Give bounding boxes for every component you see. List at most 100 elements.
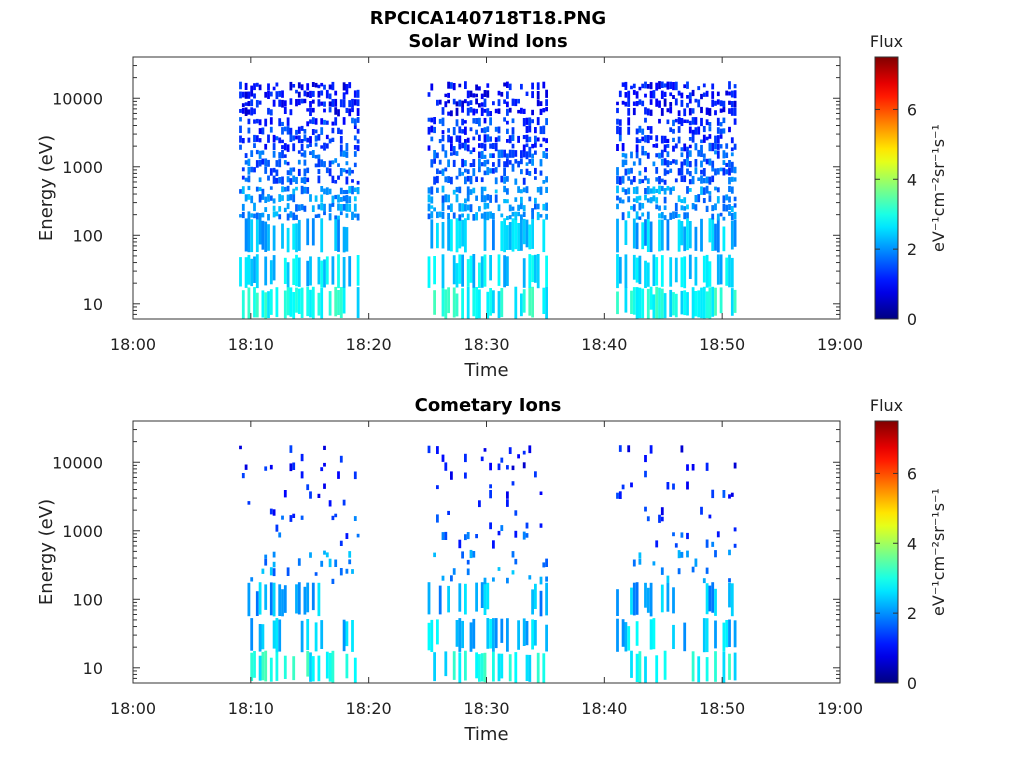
spectrogram-cell: [348, 108, 352, 117]
spectrogram-cell: [320, 90, 324, 96]
spectrogram-cell: [353, 162, 357, 168]
spectrogram-cell: [475, 98, 478, 105]
spectrogram-cell: [309, 143, 312, 147]
spectrogram-cell: [511, 143, 515, 149]
spectrogram-cell: [514, 510, 518, 516]
spectrogram-cell: [278, 194, 282, 202]
spectrogram-cell: [295, 129, 298, 135]
spectrogram-cell: [325, 143, 329, 149]
spectrogram-cell: [658, 100, 661, 108]
spectrogram-cell: [489, 153, 492, 158]
spectrogram-cell: [286, 194, 290, 202]
spectrogram-cell: [674, 159, 678, 165]
spectrogram-cell: [672, 292, 675, 316]
spectrogram-cell: [264, 118, 268, 127]
spectrogram-cell: [536, 137, 540, 142]
spectrogram-cell: [621, 187, 625, 193]
spectrogram-cell: [469, 100, 473, 105]
spectrogram-cell: [464, 534, 467, 541]
spectrogram-cell: [644, 135, 647, 143]
spectrogram-cell: [281, 195, 284, 201]
spectrogram-cell: [450, 176, 453, 185]
spectrogram-cell: [635, 128, 639, 135]
spectrogram-cell: [475, 84, 478, 91]
spectrogram-cell: [441, 117, 445, 127]
spectrogram-cell: [472, 618, 476, 649]
spectrogram-cell: [503, 176, 506, 184]
spectrogram-cell: [542, 81, 546, 89]
spectrogram-cell: [663, 135, 667, 143]
spectrogram-cell: [427, 203, 431, 212]
spectrogram-cell: [655, 197, 659, 204]
spectrogram-cell: [688, 108, 692, 116]
spectrogram-cell: [545, 176, 548, 183]
spectrogram-cell: [253, 256, 256, 283]
spectrogram-cell: [480, 102, 484, 107]
spectrogram-cell: [455, 218, 459, 253]
spectrogram-cell: [320, 82, 324, 87]
spectrogram-cell: [638, 158, 642, 166]
spectrogram-cell: [725, 194, 729, 201]
spectrogram-cell: [353, 657, 357, 683]
spectrogram-cell: [283, 490, 287, 498]
spectrogram-cell: [719, 100, 723, 107]
spectrogram-cell: [472, 93, 476, 98]
spectrogram-cell: [536, 82, 540, 90]
spectrogram-cell: [700, 106, 703, 114]
spectrogram-cell: [658, 514, 661, 523]
spectrogram-cell: [500, 175, 504, 183]
spectrogram-cell: [494, 189, 498, 194]
spectrogram-cell: [289, 287, 293, 317]
spectrogram-cell: [275, 136, 279, 141]
spectrogram-cell: [644, 188, 647, 195]
spectrogram-cell: [452, 150, 456, 156]
spectrogram-cell: [438, 211, 442, 218]
spectrogram-cell: [325, 187, 329, 195]
spectrogram-cell: [311, 107, 315, 113]
spectrogram-cell: [542, 151, 546, 158]
spectrogram-cell: [278, 90, 282, 97]
spectrogram-cell: [680, 199, 684, 203]
spectrogram-cell: [630, 179, 633, 185]
spectrogram-cell: [483, 170, 487, 176]
spectrogram-cell: [641, 83, 645, 89]
spectrogram-cell: [342, 99, 346, 108]
spectrogram-cell: [286, 117, 290, 126]
spectrogram-cell: [503, 185, 506, 193]
spectrogram-cell: [531, 589, 534, 615]
spectrogram-cell: [663, 168, 667, 176]
spectrogram-cell: [478, 166, 481, 173]
spectrogram-cell: [497, 204, 501, 212]
spectrogram-cell: [489, 522, 492, 530]
spectrogram-cell: [700, 117, 703, 127]
spectrogram-cell: [714, 150, 717, 155]
spectrogram-cell: [528, 171, 532, 176]
spectrogram-cell: [708, 287, 712, 319]
spectrogram-cell: [702, 255, 706, 283]
spectrogram-cell: [705, 158, 709, 165]
spectrogram-cell: [461, 620, 464, 649]
spectrogram-cell: [436, 175, 439, 184]
spectrogram-cell: [672, 211, 675, 219]
spectrogram-cell: [464, 120, 467, 124]
spectrogram-cell: [281, 589, 284, 617]
spectrogram-cell: [353, 118, 357, 126]
spectrogram-cell: [283, 160, 287, 165]
spectrogram-cell: [433, 552, 436, 558]
spectrogram-cell: [441, 287, 445, 317]
spectrogram-cell: [641, 150, 645, 156]
spectrogram-cell: [663, 83, 667, 88]
spectrogram-cell: [461, 118, 464, 126]
spectrogram-cell: [545, 582, 548, 616]
spectrogram-cell: [339, 211, 343, 216]
spectrogram-cell: [325, 134, 329, 140]
cometary-ions-panel: 18:00 18:10 18:20 18:30 18:40 18:50 19:00Time1…: [36, 396, 948, 745]
spectrogram-cell: [531, 153, 534, 159]
spectrogram-cell: [522, 289, 526, 313]
spectrogram-cell: [272, 175, 276, 184]
spectrogram-cell: [292, 462, 296, 470]
spectrogram-cell: [494, 167, 498, 173]
spectrogram-cell: [660, 584, 664, 613]
spectrogram-cell: [441, 222, 445, 249]
spectrogram-cell: [247, 101, 251, 107]
